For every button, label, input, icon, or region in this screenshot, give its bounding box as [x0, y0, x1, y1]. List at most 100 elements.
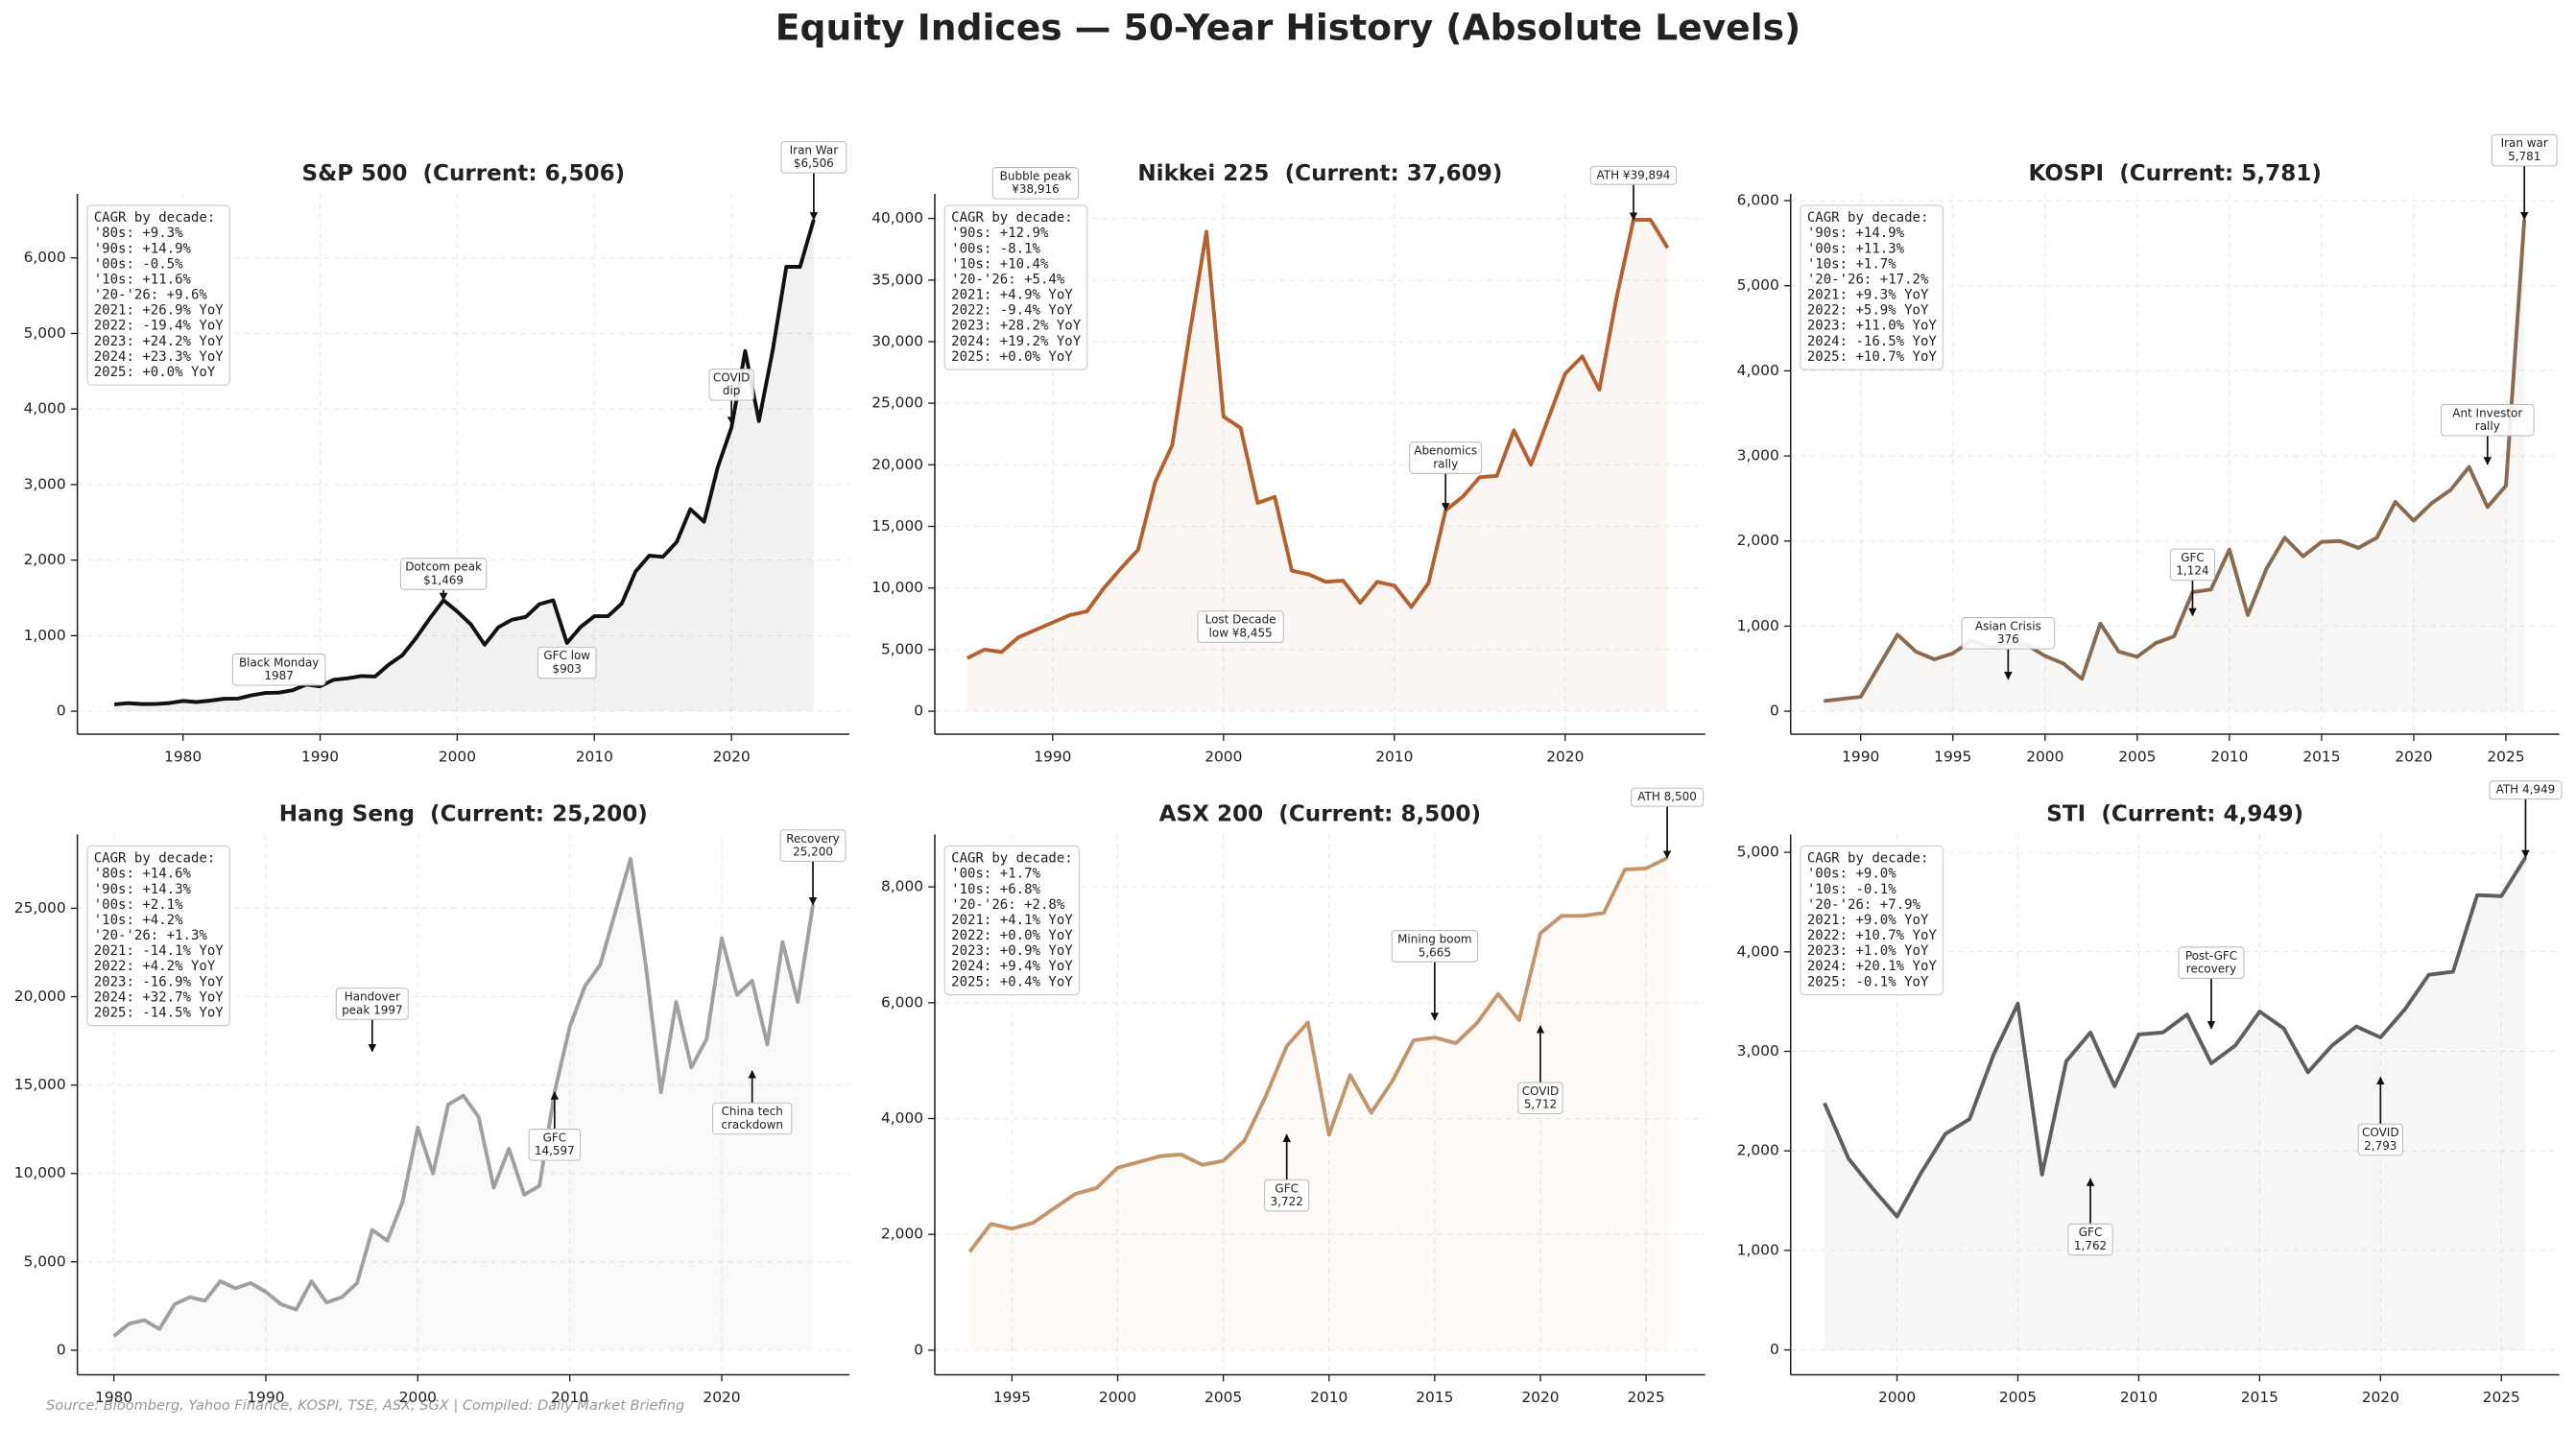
y-tick-label: 5,000 [881, 640, 923, 657]
annotation-text: Black Monday [239, 655, 319, 669]
y-tick-label: 4,000 [24, 400, 66, 417]
stats-line: 2024: +19.2% YoY [951, 334, 1082, 349]
x-tick-label: 2020 [2395, 748, 2432, 765]
stats-line: '90s: +14.9% [1807, 226, 1905, 241]
annotation-text: Post-GFC [2185, 949, 2237, 963]
annotation-text: 5,781 [2508, 150, 2540, 163]
y-tick-label: 3,000 [1737, 447, 1779, 464]
annotation-text: crackdown [721, 1118, 783, 1131]
stats-line: '00s: +1.7% [951, 867, 1040, 882]
annotation-text: 3,722 [1271, 1195, 1303, 1208]
x-tick-label: 2015 [1416, 1389, 1453, 1406]
y-tick-label: 40,000 [871, 209, 923, 226]
stats-line: CAGR by decade: [1807, 210, 1929, 226]
y-tick-label: 6,000 [1737, 192, 1779, 209]
stats-box [1800, 845, 1944, 996]
annotation-text: rally [1433, 457, 1458, 470]
stats-box [943, 845, 1080, 996]
y-tick-label: 6,000 [881, 993, 923, 1011]
stats-line: '00s: +2.1% [94, 897, 183, 913]
x-tick-label: 2005 [1205, 1389, 1242, 1406]
stats-line: 2025: +0.0% YoY [951, 349, 1073, 365]
stats-line: '20-'26: +2.8% [951, 897, 1065, 913]
price-line [967, 856, 1668, 1253]
stats-line: '20-'26: +1.3% [94, 928, 208, 943]
source-note: Source: Bloomberg, Yahoo Finance, KOSPI,… [46, 1398, 684, 1414]
annotation-text: Lost Decade [1205, 613, 1276, 627]
price-line [114, 219, 816, 706]
stats-line: 2025: -14.5% YoY [94, 1005, 225, 1020]
annotation-text: 25,200 [793, 845, 833, 858]
x-tick-label: 2010 [576, 748, 613, 765]
x-tick-label: 1995 [993, 1389, 1031, 1406]
stats-line: '90s: +14.9% [94, 241, 192, 256]
annotation-box [1264, 1179, 1310, 1212]
stats-line: 2024: +20.1% YoY [1807, 959, 1938, 974]
x-tick-label: 2025 [2483, 1389, 2520, 1406]
annotation-box [708, 369, 754, 401]
stats-line: 2021: +4.9% YoY [951, 288, 1073, 303]
stats-line: 2023: +28.2% YoY [951, 319, 1082, 334]
annotation-box [399, 558, 488, 590]
annotation-box [2169, 548, 2216, 582]
x-tick-label: 2020 [1521, 1389, 1559, 1406]
stats-line: CAGR by decade: [951, 851, 1073, 867]
annotation-text: $6,506 [794, 156, 834, 170]
annotation-text: Recovery [786, 832, 840, 845]
annotation-text: 1,124 [2176, 564, 2208, 578]
annotation-box [991, 167, 1080, 200]
annotation-text: China tech [722, 1105, 783, 1118]
stats-line: 2023: +0.9% YoY [951, 943, 1073, 959]
stats-line: 2025: +0.4% YoY [951, 974, 1073, 989]
annotation-box [780, 141, 847, 174]
stats-line: 2021: +9.0% YoY [1807, 913, 1929, 928]
y-tick-label: 5,000 [1737, 276, 1779, 294]
stats-line: 2021: +26.9% YoY [94, 303, 225, 319]
stats-line: '10s: +1.7% [1807, 256, 1896, 272]
x-tick-label: 2020 [1546, 748, 1584, 765]
x-tick-label: 2010 [551, 1389, 588, 1406]
y-tick-label: 30,000 [871, 332, 923, 349]
stats-line: '80s: +9.3% [94, 226, 183, 241]
stats-line: 2021: -14.1% YoY [94, 943, 225, 959]
annotation-text: ATH 4,949 [2496, 783, 2556, 797]
annotation-box [528, 1129, 582, 1161]
y-tick-label: 20,000 [871, 456, 923, 473]
stats-line: '90s: +12.9% [951, 226, 1049, 241]
annotation-box [1197, 610, 1284, 643]
y-tick-label: 4,000 [1737, 362, 1779, 379]
stats-line: 2022: +10.7% YoY [1807, 928, 1938, 943]
annotation-text: GFC [2181, 551, 2205, 564]
y-tick-label: 4,000 [881, 1109, 923, 1127]
stats-line: 2025: -0.1% YoY [1807, 974, 1929, 989]
annotation-text: 5,712 [1524, 1098, 1557, 1111]
x-tick-label: 2010 [1375, 748, 1413, 765]
x-tick-label: 1980 [164, 748, 202, 765]
stats-line: '00s: -8.1% [951, 241, 1040, 256]
x-tick-label: 2000 [2026, 748, 2063, 765]
y-tick-label: 1,000 [1737, 1241, 1779, 1258]
area-fill [969, 857, 1668, 1350]
stats-line: 2022: +0.0% YoY [951, 928, 1073, 943]
annotation-text: ATH ¥39,894 [1597, 168, 1671, 181]
annotation-text: Iran war [2501, 136, 2548, 150]
annotation-text: GFC [2079, 1226, 2103, 1239]
annotation-box [1961, 617, 2056, 650]
stats-line: '00s: -0.5% [94, 256, 183, 272]
stats-box [943, 204, 1088, 370]
panel-title: Nikkei 225 (Current: 37,609) [1137, 161, 1502, 186]
stats-line: 2022: -9.4% YoY [951, 303, 1073, 319]
x-tick-label: 1980 [95, 1389, 132, 1406]
y-tick-label: 35,000 [871, 271, 923, 288]
annotation-box [1589, 165, 1678, 185]
annotation-box [1391, 930, 1479, 963]
annotation-text: 14,597 [535, 1144, 575, 1157]
stats-line: '00s: +9.0% [1807, 867, 1896, 882]
annotation-text: Asian Crisis [1975, 619, 2041, 632]
x-tick-label: 1990 [1034, 748, 1071, 765]
x-tick-label: 1990 [247, 1389, 284, 1406]
annotation-box [712, 1102, 793, 1135]
annotation-box [1631, 787, 1705, 807]
annotation-text: Mining boom [1397, 933, 1471, 946]
stats-line: 2021: +9.3% YoY [1807, 288, 1929, 303]
